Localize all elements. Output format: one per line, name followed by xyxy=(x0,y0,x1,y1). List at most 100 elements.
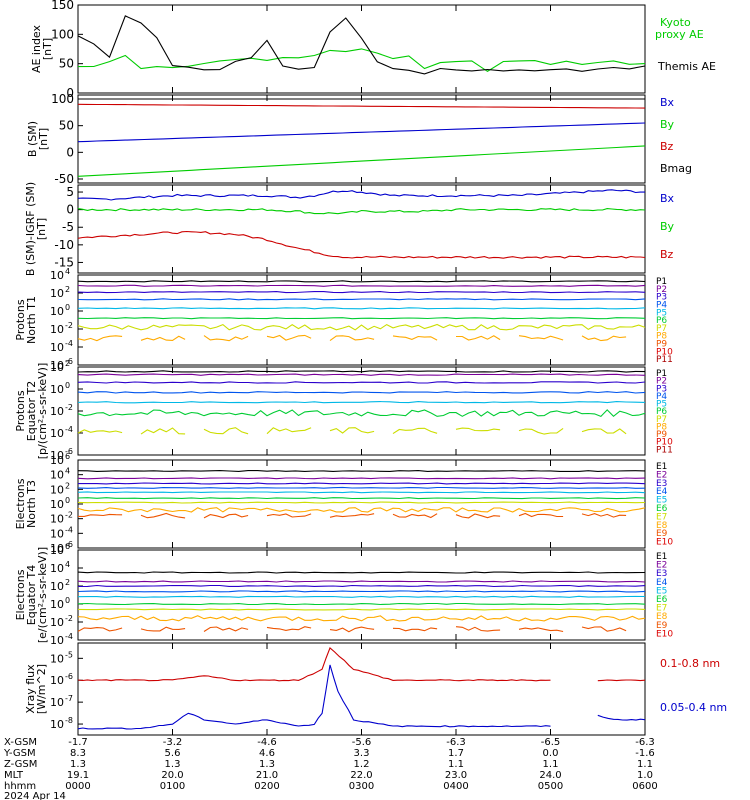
axis-value-hhmm: 0500 xyxy=(538,781,563,792)
legend-kyoto: Kyoto xyxy=(660,16,691,29)
y-tick-exponent: -8 xyxy=(65,716,73,725)
y-tick-exponent: 2 xyxy=(65,359,70,368)
axis-value-hhmm: 0200 xyxy=(254,781,279,792)
panel-frame xyxy=(77,184,646,274)
panel-frame xyxy=(77,459,646,549)
y-tick-label: -5 xyxy=(62,220,74,234)
series-p1 xyxy=(77,370,646,373)
y-tick-label: 10 xyxy=(50,305,64,318)
axis-value-z: 1.2 xyxy=(354,759,370,770)
y-axis-label: North T1 xyxy=(25,296,38,344)
y-tick-exponent: 4 xyxy=(65,267,70,276)
legend-xray-long: 0.1-0.8 nm xyxy=(660,657,720,670)
axis-value-y: -1.6 xyxy=(635,748,655,759)
axis-value-y: 4.6 xyxy=(259,748,275,759)
y-tick-label: 10 xyxy=(50,269,64,282)
legend-p3: P3 xyxy=(656,293,667,303)
y-tick-label: -10 xyxy=(54,238,74,252)
legend-bx: Bx xyxy=(660,96,675,109)
series-bx xyxy=(77,103,646,109)
y-tick-label: 10 xyxy=(50,544,64,557)
axis-value-z: 1.1 xyxy=(637,759,653,770)
y-tick-label: 10 xyxy=(50,383,64,396)
series-bz xyxy=(77,145,646,177)
series-e9 xyxy=(203,513,249,519)
legend-p2: P2 xyxy=(656,377,667,387)
series-p8 xyxy=(392,335,438,341)
series-p2 xyxy=(77,284,646,287)
series-e3 xyxy=(78,482,646,485)
y-tick-exponent: 2 xyxy=(65,481,70,490)
legend-p4: P4 xyxy=(656,392,667,402)
series-p8 xyxy=(77,335,123,342)
axis-value-mlt: 1.0 xyxy=(637,770,653,781)
series-p8 xyxy=(203,335,249,342)
series-p8 xyxy=(266,334,312,341)
series-xray-short xyxy=(597,714,646,721)
axis-value-mlt: 22.0 xyxy=(350,770,372,781)
legend-e2: E2 xyxy=(656,561,667,571)
y-tick-exponent: 2 xyxy=(65,578,70,587)
y-tick-label: 10 xyxy=(50,674,64,687)
y-axis-label: AE index xyxy=(30,24,43,73)
series-p7 xyxy=(140,427,186,435)
axis-row-label: hhmm xyxy=(4,781,36,792)
y-tick-exponent: -7 xyxy=(65,694,73,703)
legend-e9: E9 xyxy=(656,529,668,539)
axis-value-mlt: 21.0 xyxy=(256,770,278,781)
legend-e10: E10 xyxy=(656,629,673,639)
series-e9 xyxy=(78,513,123,517)
series-e9 xyxy=(266,513,312,518)
legend-p5: P5 xyxy=(656,400,667,410)
series-e9 xyxy=(329,513,375,518)
y-tick-exponent: -5 xyxy=(65,650,73,659)
series-p7 xyxy=(77,323,646,331)
y-axis-label: Protons xyxy=(14,299,27,340)
y-axis-label-unit: [nT] xyxy=(41,38,54,60)
series-e9 xyxy=(518,627,564,633)
legend-p2: P2 xyxy=(656,285,667,295)
y-tick-label: 10 xyxy=(50,527,64,540)
series-e5 xyxy=(77,595,646,598)
legend-e9: E9 xyxy=(656,621,668,631)
y-tick-label: 10 xyxy=(50,616,64,629)
y-tick-exponent: -6 xyxy=(65,357,73,366)
y-tick-exponent: -4 xyxy=(65,425,73,434)
axis-value-x: -3.2 xyxy=(163,737,183,748)
y-tick-exponent: 0 xyxy=(65,596,70,605)
y-axis-label-unit: [nT] xyxy=(35,218,48,240)
legend-p5: P5 xyxy=(656,308,667,318)
series-by xyxy=(77,122,646,143)
axis-row-label: 2024 Apr 14 xyxy=(4,791,66,800)
y-tick-exponent: 0 xyxy=(65,496,70,505)
series-e9 xyxy=(455,513,501,519)
series-p7 xyxy=(203,427,249,435)
series-e8 xyxy=(77,615,646,622)
y-axis-label: Electrons xyxy=(14,569,27,620)
axis-value-hhmm: 0100 xyxy=(160,781,185,792)
legend-p10: P10 xyxy=(656,347,673,357)
series-e7 xyxy=(77,608,646,611)
legend-e1: E1 xyxy=(656,552,667,562)
y-tick-label: 10 xyxy=(50,652,64,665)
axis-value-y: 1.7 xyxy=(448,748,464,759)
y-tick-exponent: -2 xyxy=(65,614,73,623)
series-e8 xyxy=(77,507,646,513)
axis-value-z: 1.3 xyxy=(70,759,86,770)
legend-e6: E6 xyxy=(656,595,668,605)
legend-e1: E1 xyxy=(656,462,667,472)
y-tick-label: 10 xyxy=(50,469,64,482)
legend-e2: E2 xyxy=(656,470,667,480)
y-axis-label: Equator T4 xyxy=(25,565,38,625)
legend-e7: E7 xyxy=(656,512,667,522)
series-xray-long xyxy=(77,646,551,682)
series-p2 xyxy=(77,373,646,376)
y-tick-exponent: -4 xyxy=(65,525,73,534)
y-axis-label: North T3 xyxy=(25,480,38,528)
series-p8 xyxy=(329,335,375,342)
legend-igrf-bx: Bx xyxy=(660,192,675,205)
axis-value-mlt: 19.1 xyxy=(67,770,89,781)
legend-bmag: Bmag xyxy=(660,162,692,175)
y-tick-exponent: -4 xyxy=(65,339,73,348)
y-tick-label: 10 xyxy=(50,562,64,575)
